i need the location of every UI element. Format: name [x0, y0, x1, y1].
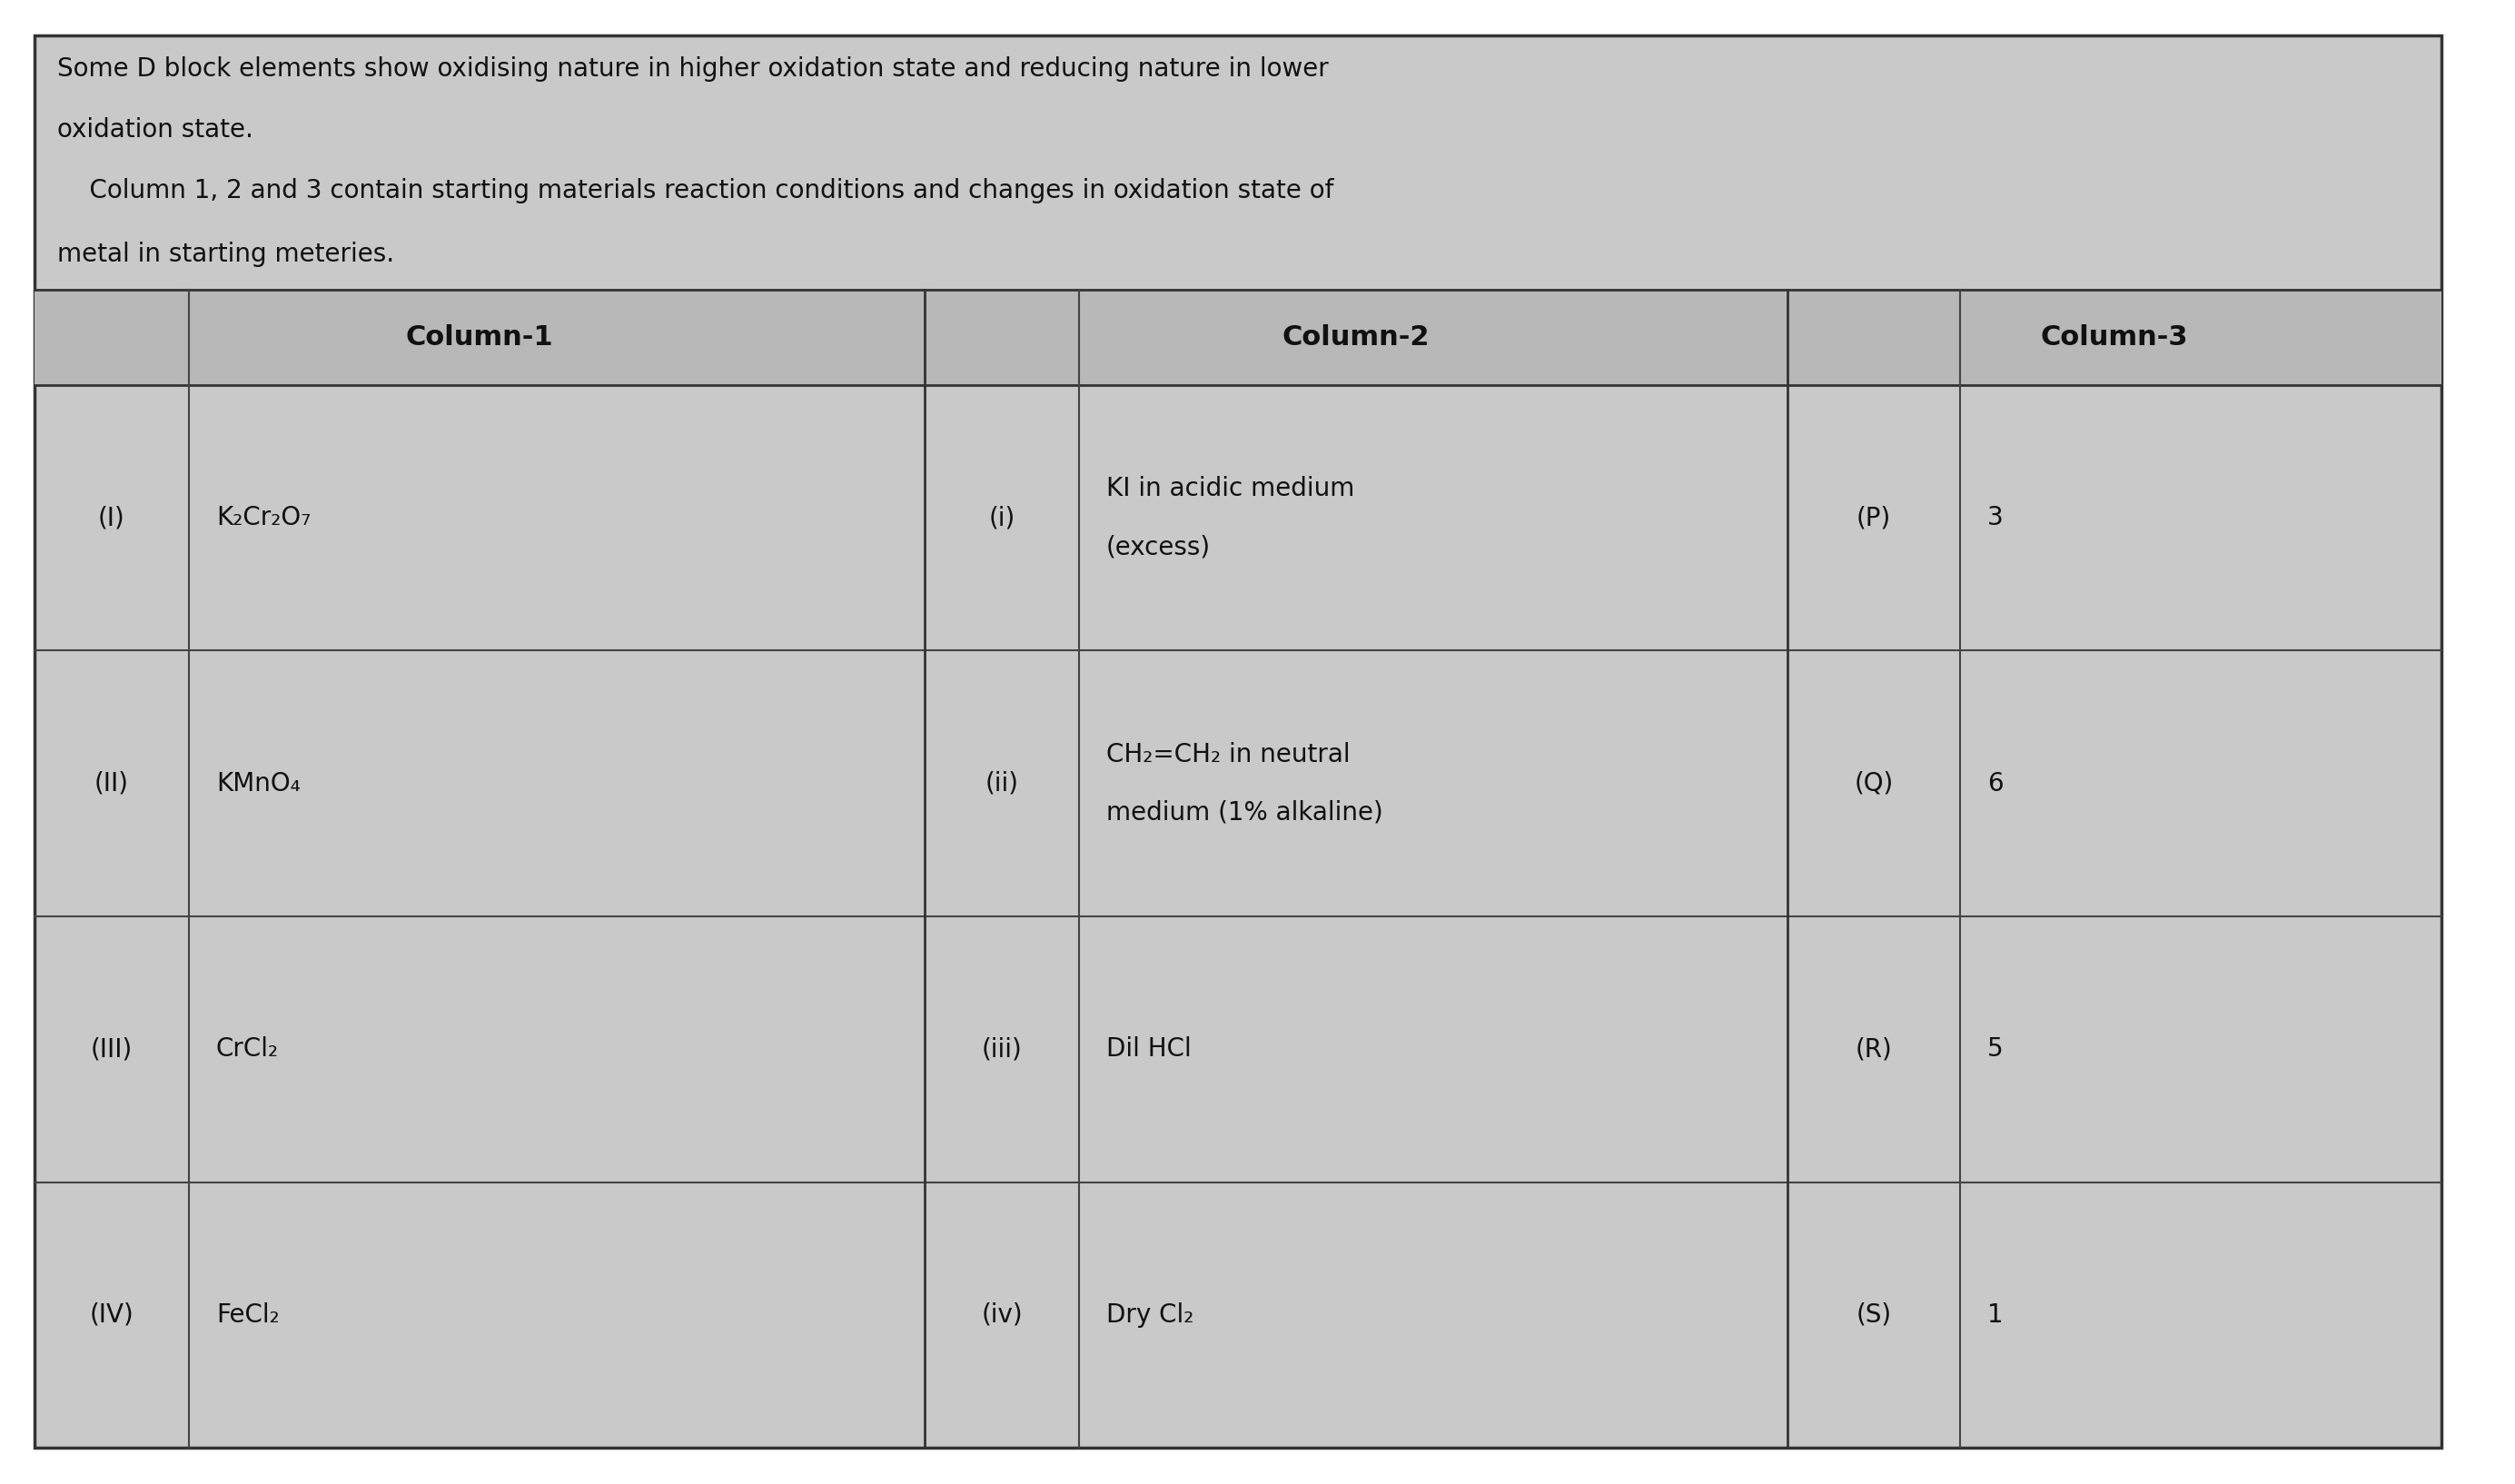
Text: CH₂=CH₂ in neutral: CH₂=CH₂ in neutral [1107, 742, 1351, 767]
Text: medium (1% alkaline): medium (1% alkaline) [1107, 800, 1383, 825]
Text: Column-2: Column-2 [1283, 324, 1431, 350]
Text: oxidation state.: oxidation state. [58, 117, 254, 142]
Text: (Q): (Q) [1854, 770, 1894, 797]
Text: (S): (S) [1856, 1301, 1891, 1328]
Text: (III): (III) [91, 1036, 133, 1063]
Text: (R): (R) [1856, 1036, 1891, 1063]
Text: 3: 3 [1987, 505, 2004, 531]
Text: Some D block elements show oxidising nature in higher oxidation state and reduci: Some D block elements show oxidising nat… [58, 56, 1328, 82]
Text: FeCl₂: FeCl₂ [216, 1301, 279, 1328]
Text: (iii): (iii) [981, 1036, 1021, 1063]
Text: K₂Cr₂O₇: K₂Cr₂O₇ [216, 505, 312, 531]
Text: (iv): (iv) [981, 1301, 1024, 1328]
Text: 1: 1 [1987, 1301, 2004, 1328]
Bar [35, 289, 2442, 384]
Text: (ii): (ii) [986, 770, 1019, 797]
Text: (I): (I) [98, 505, 126, 531]
Text: metal in starting meteries.: metal in starting meteries. [58, 242, 395, 267]
Text: KMnO₄: KMnO₄ [216, 770, 299, 797]
Text: (P): (P) [1856, 505, 1891, 531]
Text: Column-1: Column-1 [405, 324, 553, 350]
Text: (II): (II) [96, 770, 128, 797]
Text: Dry Cl₂: Dry Cl₂ [1107, 1301, 1195, 1328]
Text: 6: 6 [1987, 770, 2004, 797]
Text: Column 1, 2 and 3 contain starting materials reaction conditions and changes in : Column 1, 2 and 3 contain starting mater… [58, 178, 1333, 203]
Text: KI in acidic medium: KI in acidic medium [1107, 476, 1356, 502]
Text: Dil HCl: Dil HCl [1107, 1036, 1192, 1063]
Text: Column-3: Column-3 [2040, 324, 2188, 350]
Text: (i): (i) [988, 505, 1016, 531]
Text: CrCl₂: CrCl₂ [216, 1036, 279, 1063]
Text: (IV): (IV) [91, 1301, 133, 1328]
Text: (excess): (excess) [1107, 534, 1210, 559]
Text: 5: 5 [1987, 1036, 2004, 1063]
